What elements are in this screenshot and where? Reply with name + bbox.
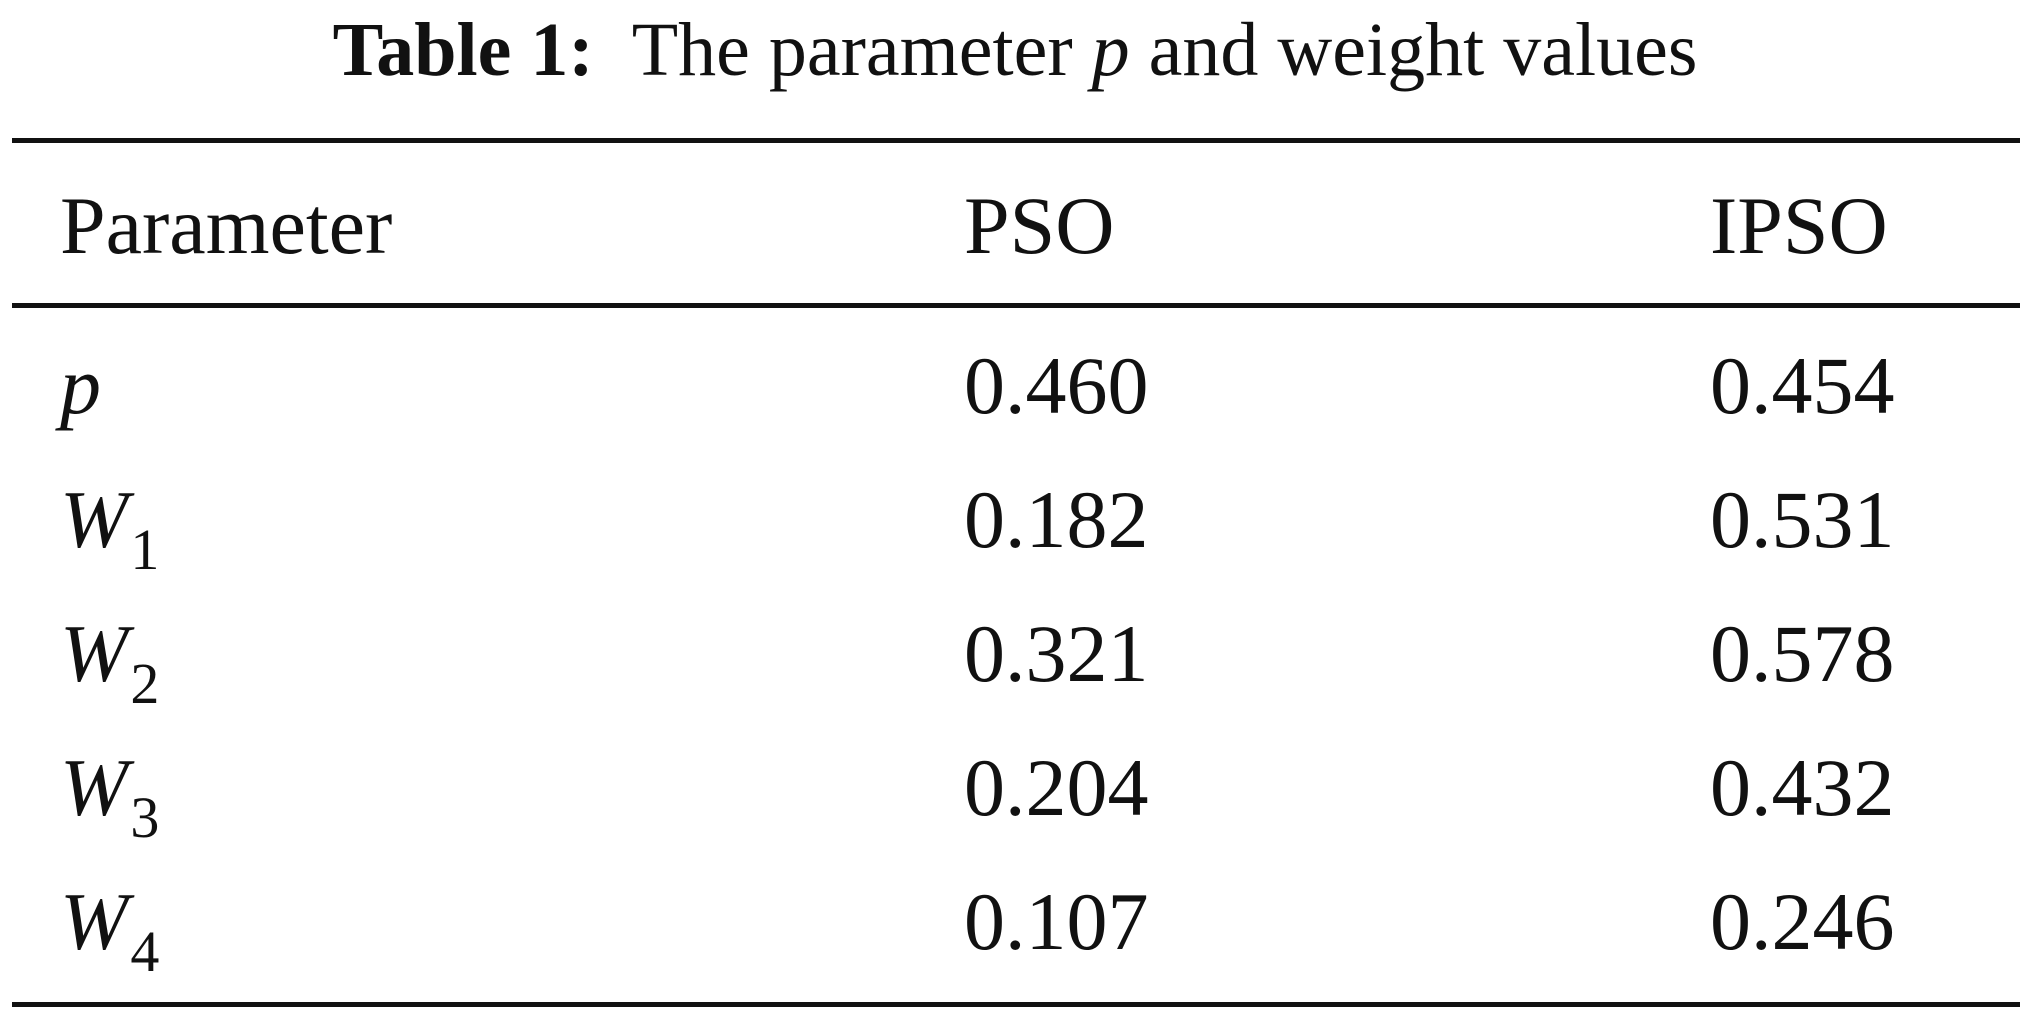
row-w1-parameter: W1 <box>60 470 159 582</box>
table-caption: Table 1: The parameter p and weight valu… <box>0 2 2030 98</box>
top-rule <box>12 138 2020 143</box>
row-w2-ipso: 0.578 <box>1710 608 1895 699</box>
row-w4-ipso: 0.246 <box>1710 876 1895 967</box>
row-w4-parameter: W4 <box>60 872 159 984</box>
row-w1-pso: 0.182 <box>964 474 1149 565</box>
bottom-rule <box>12 1002 2020 1007</box>
param-symbol: W <box>60 742 129 833</box>
row-w3-ipso: 0.432 <box>1710 742 1895 833</box>
header-ipso: IPSO <box>1710 180 1888 271</box>
caption-text-before: The parameter <box>631 8 1073 92</box>
param-subscript: 2 <box>130 651 160 716</box>
row-p-ipso: 0.454 <box>1710 340 1895 431</box>
row-w3-parameter: W3 <box>60 738 159 850</box>
param-subscript: 1 <box>130 517 160 582</box>
row-w3-pso: 0.204 <box>964 742 1149 833</box>
header-parameter: Parameter <box>60 180 393 271</box>
row-p-parameter: p <box>60 336 103 444</box>
param-subscript: 4 <box>130 919 160 984</box>
row-w2-pso: 0.321 <box>964 608 1149 699</box>
row-w4-pso: 0.107 <box>964 876 1149 967</box>
row-w2-parameter: W2 <box>60 604 159 716</box>
header-rule <box>12 303 2020 308</box>
param-symbol: W <box>60 876 129 967</box>
caption-label: Table 1: <box>332 8 594 92</box>
param-subscript: 3 <box>130 785 160 850</box>
param-symbol: W <box>60 608 129 699</box>
caption-variable: p <box>1091 8 1130 92</box>
header-pso: PSO <box>964 180 1115 271</box>
row-p-pso: 0.460 <box>964 340 1149 431</box>
param-symbol: p <box>60 340 101 431</box>
param-symbol: W <box>60 474 129 565</box>
row-w1-ipso: 0.531 <box>1710 474 1895 565</box>
caption-text-after: and weight values <box>1148 8 1698 92</box>
